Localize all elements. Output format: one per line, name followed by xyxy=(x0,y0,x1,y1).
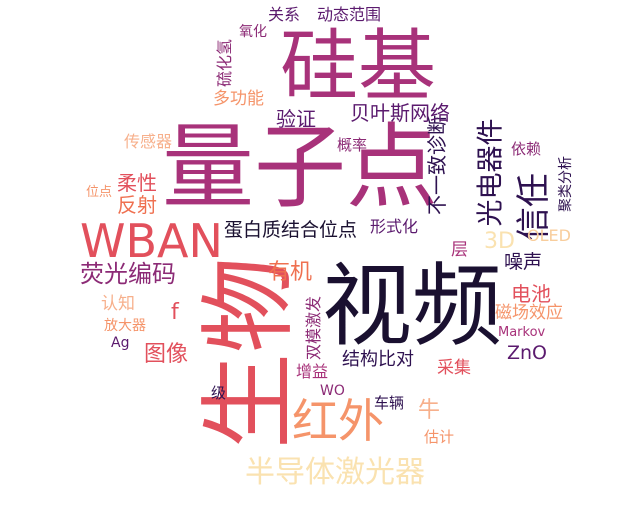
word-f: f xyxy=(171,300,179,325)
word-zaosheng: 噪声 xyxy=(504,251,543,273)
word-zno: ZnO xyxy=(507,342,548,364)
word-julei: 聚类分析 xyxy=(558,156,574,212)
word-yanghua: 氧化 xyxy=(239,24,267,40)
word-dongtai: 动态范围 xyxy=(317,5,382,24)
word-bandao: 半导体激光器 xyxy=(245,455,425,490)
word-yilai: 依赖 xyxy=(511,140,542,158)
word-caiji: 采集 xyxy=(437,358,471,378)
word-threeD: 3D xyxy=(484,229,515,254)
word-oled: OLED xyxy=(527,226,571,245)
word-ji: 级 xyxy=(211,384,227,402)
word-shipin: 视频 xyxy=(322,254,502,359)
word-danbai: 蛋白质结合位点 xyxy=(224,219,358,241)
word-dianchi: 电池 xyxy=(511,282,551,306)
word-rouxing: 柔性 xyxy=(117,171,157,195)
word-wban: WBAN xyxy=(80,214,223,268)
word-yingguang: 荧光编码 xyxy=(80,260,176,288)
word-shiji: 硅基 xyxy=(280,22,437,112)
word-weidian: 位点 xyxy=(86,185,113,200)
word-niu: 牛 xyxy=(418,398,441,423)
word-xingshihua: 形式化 xyxy=(370,217,419,236)
word-shengwu: 生物 xyxy=(193,257,305,449)
word-beiyesi: 贝叶斯网络 xyxy=(350,101,450,125)
word-guanxi: 关系 xyxy=(268,5,301,24)
word-buyizhi: 不一致诊断 xyxy=(425,115,449,215)
word-ag: Ag xyxy=(111,335,130,351)
word-cheliang: 车辆 xyxy=(374,394,405,412)
word-zengyi: 增益 xyxy=(296,362,329,381)
word-yanzheng: 验证 xyxy=(276,107,316,131)
word-guangdian: 光电器件 xyxy=(475,118,507,227)
word-ceng: 层 xyxy=(451,240,468,260)
word-guji: 估计 xyxy=(424,428,455,446)
word-youji: 有机 xyxy=(268,260,313,285)
word-duogongneng: 多功能 xyxy=(213,89,264,109)
word-shuangmo: 双模激发 xyxy=(304,295,324,361)
word-tuxiang: 图像 xyxy=(144,342,189,367)
word-liangzidian: 量子点 xyxy=(162,114,439,221)
word-wo: WO xyxy=(320,383,345,399)
word-fangdaqi: 放大器 xyxy=(104,318,146,334)
word-fanshe: 反射 xyxy=(117,193,157,217)
word-jiegou: 结构比对 xyxy=(342,349,414,370)
word-cichang: 磁场效应 xyxy=(495,303,563,323)
word-markov: Markov xyxy=(498,325,546,340)
word-hongwai: 红外 xyxy=(292,394,384,448)
word-chuanganqi: 传感器 xyxy=(124,132,173,151)
word-liuhuaqing: 硫化氢 xyxy=(215,38,235,88)
word-renzhi: 认知 xyxy=(101,294,135,314)
word-gailv: 概率 xyxy=(337,136,368,154)
